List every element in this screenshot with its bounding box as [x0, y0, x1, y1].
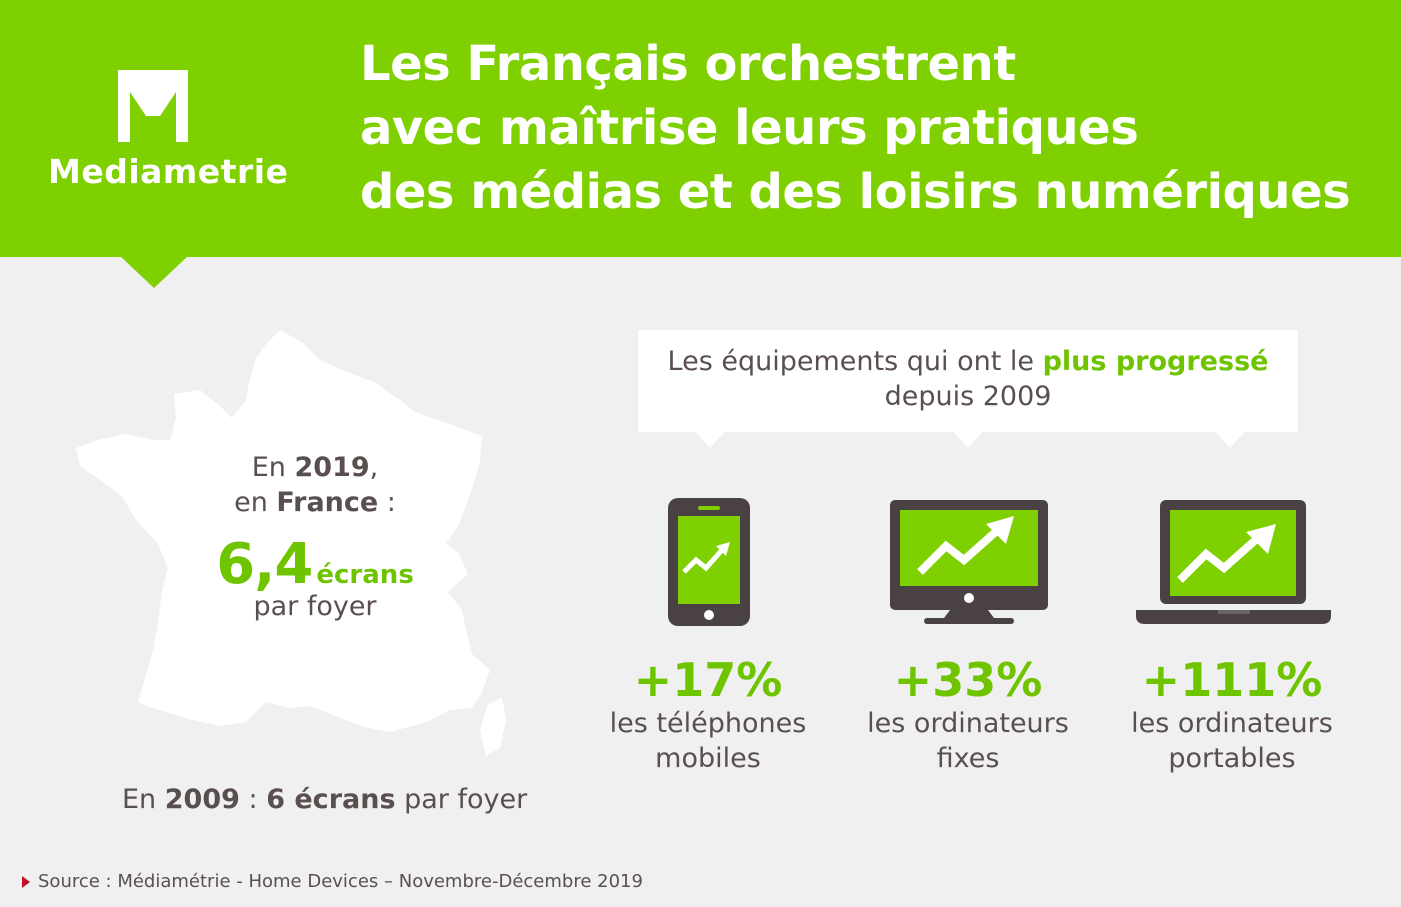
device-label: les ordinateurs [867, 708, 1069, 739]
callout-text: Les équipements qui ont le plus progress… [667, 346, 1269, 412]
device-label: les téléphones [609, 708, 807, 739]
device-stat: +111% les ordinateurs portables [1102, 654, 1362, 776]
map-intro: En 2019, en France : [234, 452, 396, 518]
desktop-monitor-trend-icon [890, 500, 1048, 624]
title-line: Les Français orchestrent [360, 36, 1016, 92]
title-line: avec maîtrise leurs pratiques [360, 100, 1139, 156]
laptop-trend-icon [1136, 500, 1331, 624]
growth-percent: +33% [893, 653, 1043, 707]
callout-box: Les équipements qui ont le plus progress… [638, 330, 1298, 432]
per-household-label: par foyer [253, 591, 377, 622]
logo-wordmark: Mediametrie [48, 152, 289, 191]
callout-pointer [694, 430, 726, 448]
device-label: portables [1168, 743, 1296, 774]
m-logo-icon [118, 70, 188, 142]
device-label: fixes [936, 743, 1000, 774]
device-label: mobiles [655, 743, 761, 774]
title-line: des médias et des loisirs numériques [360, 164, 1351, 220]
device-stat: +33% les ordinateurs fixes [838, 654, 1098, 776]
screens-value: 6,4 [216, 532, 313, 597]
callout-pointer [952, 430, 984, 448]
header-banner: Mediametrie Les Français orchestrent ave… [0, 0, 1401, 257]
past-stat: En 2009 : 6 écrans par foyer [122, 784, 528, 815]
header-pointer [120, 256, 188, 288]
map-stat-block: En 2019, en France : 6,4 écrans par foyer [190, 450, 440, 622]
france-map-icon [76, 330, 506, 756]
device-stat: +17% les téléphones mobiles [578, 654, 838, 776]
growth-percent: +111% [1141, 653, 1323, 707]
growth-percent: +17% [633, 653, 783, 707]
device-label: les ordinateurs [1131, 708, 1333, 739]
smartphone-trend-icon [668, 498, 750, 626]
source-note: Source : Médiamétrie - Home Devices – No… [22, 871, 643, 892]
page-title: Les Français orchestrent avec maîtrise l… [360, 32, 1360, 224]
callout-pointer [1214, 430, 1246, 448]
screens-per-household: 6,4 écrans [190, 532, 440, 597]
mediametrie-logo: Mediametrie [40, 60, 288, 210]
screens-unit: écrans [316, 560, 414, 590]
triangle-bullet-icon [22, 876, 30, 888]
